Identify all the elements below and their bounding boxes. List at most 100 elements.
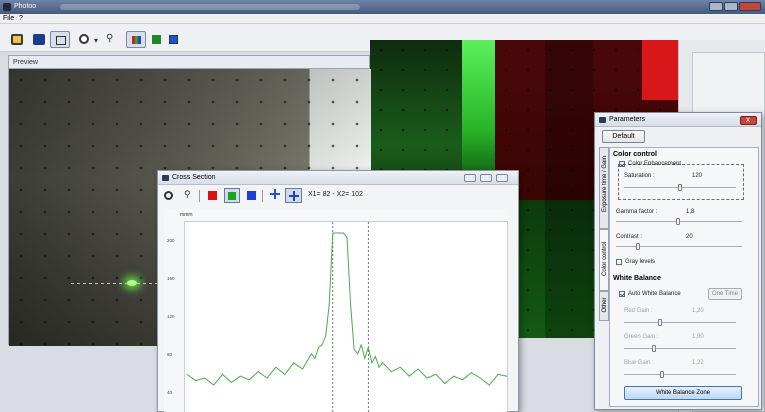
save-icon[interactable] bbox=[33, 34, 45, 45]
toolbar-divider bbox=[199, 190, 200, 202]
cross-section-point bbox=[364, 357, 366, 359]
cross-section-point bbox=[350, 304, 351, 305]
crosshair-icon[interactable] bbox=[270, 189, 280, 199]
cross-minimize-button[interactable] bbox=[464, 174, 476, 182]
y-tick-label: 200 bbox=[167, 238, 175, 243]
green-channel-icon[interactable] bbox=[152, 35, 161, 44]
tab-exposure[interactable]: Exposure time / Gain bbox=[599, 147, 609, 229]
cross-section-point bbox=[204, 377, 206, 379]
parameters-close-button[interactable] bbox=[740, 115, 757, 125]
cross-section-point bbox=[357, 353, 359, 355]
cross-section-point bbox=[426, 377, 428, 379]
tab-exposure-label: Exposure time / Gain bbox=[602, 155, 608, 212]
blue-gain-slider-thumb[interactable] bbox=[660, 371, 664, 378]
cross-section-point bbox=[371, 362, 373, 364]
default-button[interactable]: Default bbox=[602, 130, 645, 143]
zoom-icon[interactable] bbox=[79, 34, 89, 44]
cross-section-point bbox=[399, 366, 401, 368]
cross-section-point bbox=[311, 353, 312, 355]
white-balance-zone-button[interactable]: White Balance Zone bbox=[624, 386, 742, 400]
cross-section-point bbox=[239, 375, 241, 377]
cross-section-point bbox=[284, 374, 286, 375]
plot-canvas[interactable] bbox=[184, 221, 508, 412]
cross-maximize-button[interactable] bbox=[480, 174, 492, 182]
cross-section-title: Cross Section bbox=[172, 174, 216, 181]
tab-color-control[interactable]: Color control bbox=[599, 229, 609, 291]
parameters-app-icon bbox=[599, 117, 606, 123]
red-gain-label: Red Gain : bbox=[624, 308, 653, 314]
cross-section-window: Cross Section ⚲ X1= 82 - X2= 102 mmm 200… bbox=[157, 170, 519, 412]
red-gain-slider-thumb[interactable] bbox=[658, 319, 662, 326]
cross-section-point bbox=[353, 348, 355, 350]
title-blurred-text bbox=[60, 4, 360, 10]
y-tick-label: 80 bbox=[167, 352, 173, 357]
cross-section-point bbox=[339, 232, 341, 234]
y-tick-label: 120 bbox=[167, 314, 175, 319]
cross-section-point bbox=[314, 357, 316, 359]
cross-section-point bbox=[506, 375, 508, 377]
cursor-tool-icon[interactable] bbox=[285, 188, 302, 203]
green-channel-icon[interactable] bbox=[224, 188, 240, 203]
app-icon bbox=[3, 3, 11, 11]
tab-other[interactable]: Other bbox=[599, 291, 609, 321]
one-time-button[interactable]: One Time bbox=[708, 288, 742, 300]
red-channel-icon[interactable] bbox=[208, 191, 217, 200]
gamma-slider[interactable] bbox=[616, 218, 742, 225]
window-controls bbox=[709, 2, 761, 11]
cross-section-point bbox=[195, 380, 197, 382]
gray-levels-checkbox[interactable] bbox=[616, 259, 622, 265]
blue-gain-slider[interactable] bbox=[624, 371, 736, 378]
vertical-tabs: Exposure time / Gain Color control Other bbox=[599, 147, 609, 391]
saturation-slider-thumb[interactable] bbox=[678, 184, 682, 191]
auto-white-balance-label: Auto White Balance bbox=[628, 291, 681, 297]
toolbar-divider bbox=[262, 190, 263, 202]
open-folder-icon[interactable] bbox=[11, 34, 23, 45]
close-button[interactable] bbox=[739, 2, 761, 11]
zoom-dropdown-icon[interactable]: ▾ bbox=[94, 36, 99, 45]
contrast-slider-thumb[interactable] bbox=[636, 243, 640, 250]
red-gain-value: 1,20 bbox=[692, 308, 704, 314]
cross-section-point bbox=[293, 362, 295, 364]
cross-close-button[interactable] bbox=[496, 174, 508, 182]
zoom-out-icon[interactable]: ⚲ bbox=[106, 33, 114, 44]
maximize-button[interactable] bbox=[724, 2, 738, 11]
minimize-button[interactable] bbox=[709, 2, 723, 11]
saturation-slider[interactable] bbox=[624, 184, 736, 191]
green-gain-slider-thumb[interactable] bbox=[652, 345, 656, 352]
cross-section-point bbox=[375, 356, 376, 357]
cursor-readout: X1= 82 - X2= 102 bbox=[308, 191, 363, 198]
red-gain-slider[interactable] bbox=[624, 319, 736, 326]
zoom-icon[interactable] bbox=[164, 191, 173, 200]
contrast-slider[interactable] bbox=[616, 243, 742, 250]
cross-section-point bbox=[378, 366, 380, 368]
blue-channel-icon[interactable] bbox=[247, 191, 256, 200]
color-enhancement-label: Color Enhancement bbox=[628, 161, 682, 167]
gamma-slider-thumb[interactable] bbox=[676, 218, 680, 225]
cross-section-point bbox=[275, 366, 277, 368]
blue-channel-icon[interactable] bbox=[169, 35, 178, 44]
contrast-label: Contrast : bbox=[616, 234, 643, 240]
cross-section-point bbox=[328, 304, 330, 305]
menu-file[interactable]: File bbox=[3, 15, 15, 22]
rgb-view-icon[interactable] bbox=[126, 31, 146, 48]
cross-section-point bbox=[257, 371, 259, 373]
preview-title: Preview bbox=[13, 59, 38, 66]
auto-white-balance-checkbox[interactable] bbox=[619, 291, 625, 297]
green-gain-slider[interactable] bbox=[624, 345, 736, 352]
cross-section-point bbox=[479, 377, 481, 379]
cross-section-titlebar: Cross Section bbox=[158, 171, 518, 185]
cross-section-point bbox=[462, 379, 463, 381]
color-enhancement-checkbox[interactable] bbox=[619, 161, 625, 167]
zoom-out-icon[interactable]: ⚲ bbox=[184, 189, 191, 199]
cross-section-point bbox=[321, 344, 323, 346]
cross-section-point bbox=[408, 375, 410, 377]
select-tool-icon[interactable] bbox=[50, 31, 70, 48]
gray-levels-label: Gray levels bbox=[625, 259, 656, 265]
cross-section-point bbox=[382, 362, 383, 364]
cross-section-point bbox=[343, 232, 344, 234]
gamma-label: Gamma factor : bbox=[616, 209, 658, 215]
plot-unit-label: mmm bbox=[180, 212, 193, 218]
menu-help[interactable]: ? bbox=[19, 15, 23, 22]
cross-section-point bbox=[453, 375, 455, 377]
cross-section-point bbox=[367, 347, 369, 348]
